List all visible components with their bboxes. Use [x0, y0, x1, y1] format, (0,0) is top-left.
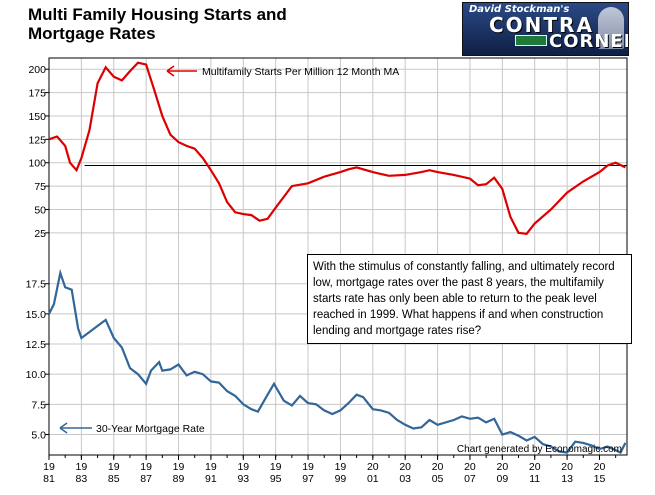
y-tick-label: 5.0 — [31, 429, 46, 441]
x-tick-label-top: 19 — [270, 461, 282, 473]
x-tick-label-top: 20 — [496, 461, 508, 473]
starts-annotation: Multifamily Starts Per Million 12 Month … — [166, 65, 399, 78]
y-tick-label: 50 — [34, 204, 46, 216]
x-tick-label-top: 20 — [529, 461, 541, 473]
rate-annotation: 30-Year Mortgage Rate — [59, 422, 205, 435]
x-tick-label-bottom: 99 — [335, 473, 347, 485]
x-tick-label-top: 19 — [302, 461, 314, 473]
x-tick-label-top: 20 — [464, 461, 476, 473]
y-tick-label: 125 — [28, 134, 46, 146]
commentary-box: With the stimulus of constantly falling,… — [307, 254, 632, 344]
multifamily-starts-line — [48, 61, 626, 235]
contra-corner-logo: David Stockman's CONTRA CORNER — [462, 2, 629, 56]
wall-street-sign-image — [515, 35, 547, 46]
x-tick-label-bottom: 85 — [108, 473, 120, 485]
y-tick-label: 175 — [28, 88, 46, 100]
x-tick-label-bottom: 81 — [43, 473, 55, 485]
x-tick-label-bottom: 97 — [302, 473, 314, 485]
y-tick-label: 7.5 — [31, 399, 46, 411]
capitol-dome-image — [598, 7, 624, 49]
y-tick-label: 17.5 — [26, 279, 47, 291]
y-tick-label: 12.5 — [26, 339, 47, 351]
x-tick-label-top: 19 — [205, 461, 217, 473]
logo-line-2: CONTRA — [489, 13, 594, 37]
x-tick-label-top: 19 — [335, 461, 347, 473]
logo-line-3: CORNER — [549, 31, 628, 52]
x-tick-label-bottom: 95 — [270, 473, 282, 485]
x-tick-label-bottom: 09 — [496, 473, 508, 485]
x-tick-label-bottom: 13 — [561, 473, 573, 485]
axis-ticks: 1981198319851987198919911993199519971999… — [26, 64, 617, 485]
y-tick-label: 15.0 — [26, 309, 47, 321]
x-tick-label-top: 20 — [432, 461, 444, 473]
title-line-2: Mortgage Rates — [28, 24, 156, 43]
starts-annotation-arrow-head — [166, 65, 175, 77]
title-line-1: Multi Family Housing Starts and — [28, 5, 287, 24]
mortgage-rate-line — [48, 268, 627, 455]
rate-annotation-arrow-head — [59, 422, 68, 434]
x-tick-label-bottom: 89 — [173, 473, 185, 485]
x-tick-label-bottom: 91 — [205, 473, 217, 485]
x-tick-label-bottom: 03 — [399, 473, 411, 485]
x-tick-label-top: 19 — [43, 461, 55, 473]
y-tick-label: 150 — [28, 111, 46, 123]
x-tick-label-bottom: 05 — [432, 473, 444, 485]
y-tick-label: 25 — [34, 228, 46, 240]
x-tick-label-top: 19 — [237, 461, 249, 473]
logo-line-1: David Stockman's — [469, 4, 570, 15]
chart-title: Multi Family Housing Starts and Mortgage… — [28, 5, 328, 43]
x-tick-label-bottom: 01 — [367, 473, 379, 485]
x-tick-label-bottom: 93 — [237, 473, 249, 485]
x-tick-label-bottom: 15 — [594, 473, 606, 485]
x-tick-label-bottom: 83 — [76, 473, 88, 485]
x-tick-label-top: 19 — [76, 461, 88, 473]
y-tick-label: 100 — [28, 158, 46, 170]
x-tick-label-top: 20 — [594, 461, 606, 473]
x-tick-label-bottom: 11 — [529, 473, 540, 485]
starts-annotation-label: Multifamily Starts Per Million 12 Month … — [202, 66, 399, 78]
x-tick-label-top: 20 — [367, 461, 379, 473]
x-tick-label-top: 19 — [108, 461, 120, 473]
x-tick-label-bottom: 87 — [140, 473, 152, 485]
x-tick-label-top: 19 — [173, 461, 185, 473]
rate-annotation-label: 30-Year Mortgage Rate — [96, 423, 205, 435]
chart-credit: Chart generated by Economagic.com — [457, 444, 622, 455]
x-tick-label-top: 19 — [140, 461, 152, 473]
x-tick-label-bottom: 07 — [464, 473, 476, 485]
x-tick-label-top: 20 — [399, 461, 411, 473]
y-tick-label: 75 — [34, 181, 46, 193]
y-tick-label: 10.0 — [26, 369, 47, 381]
y-tick-label: 200 — [28, 64, 46, 76]
x-tick-label-top: 20 — [561, 461, 573, 473]
